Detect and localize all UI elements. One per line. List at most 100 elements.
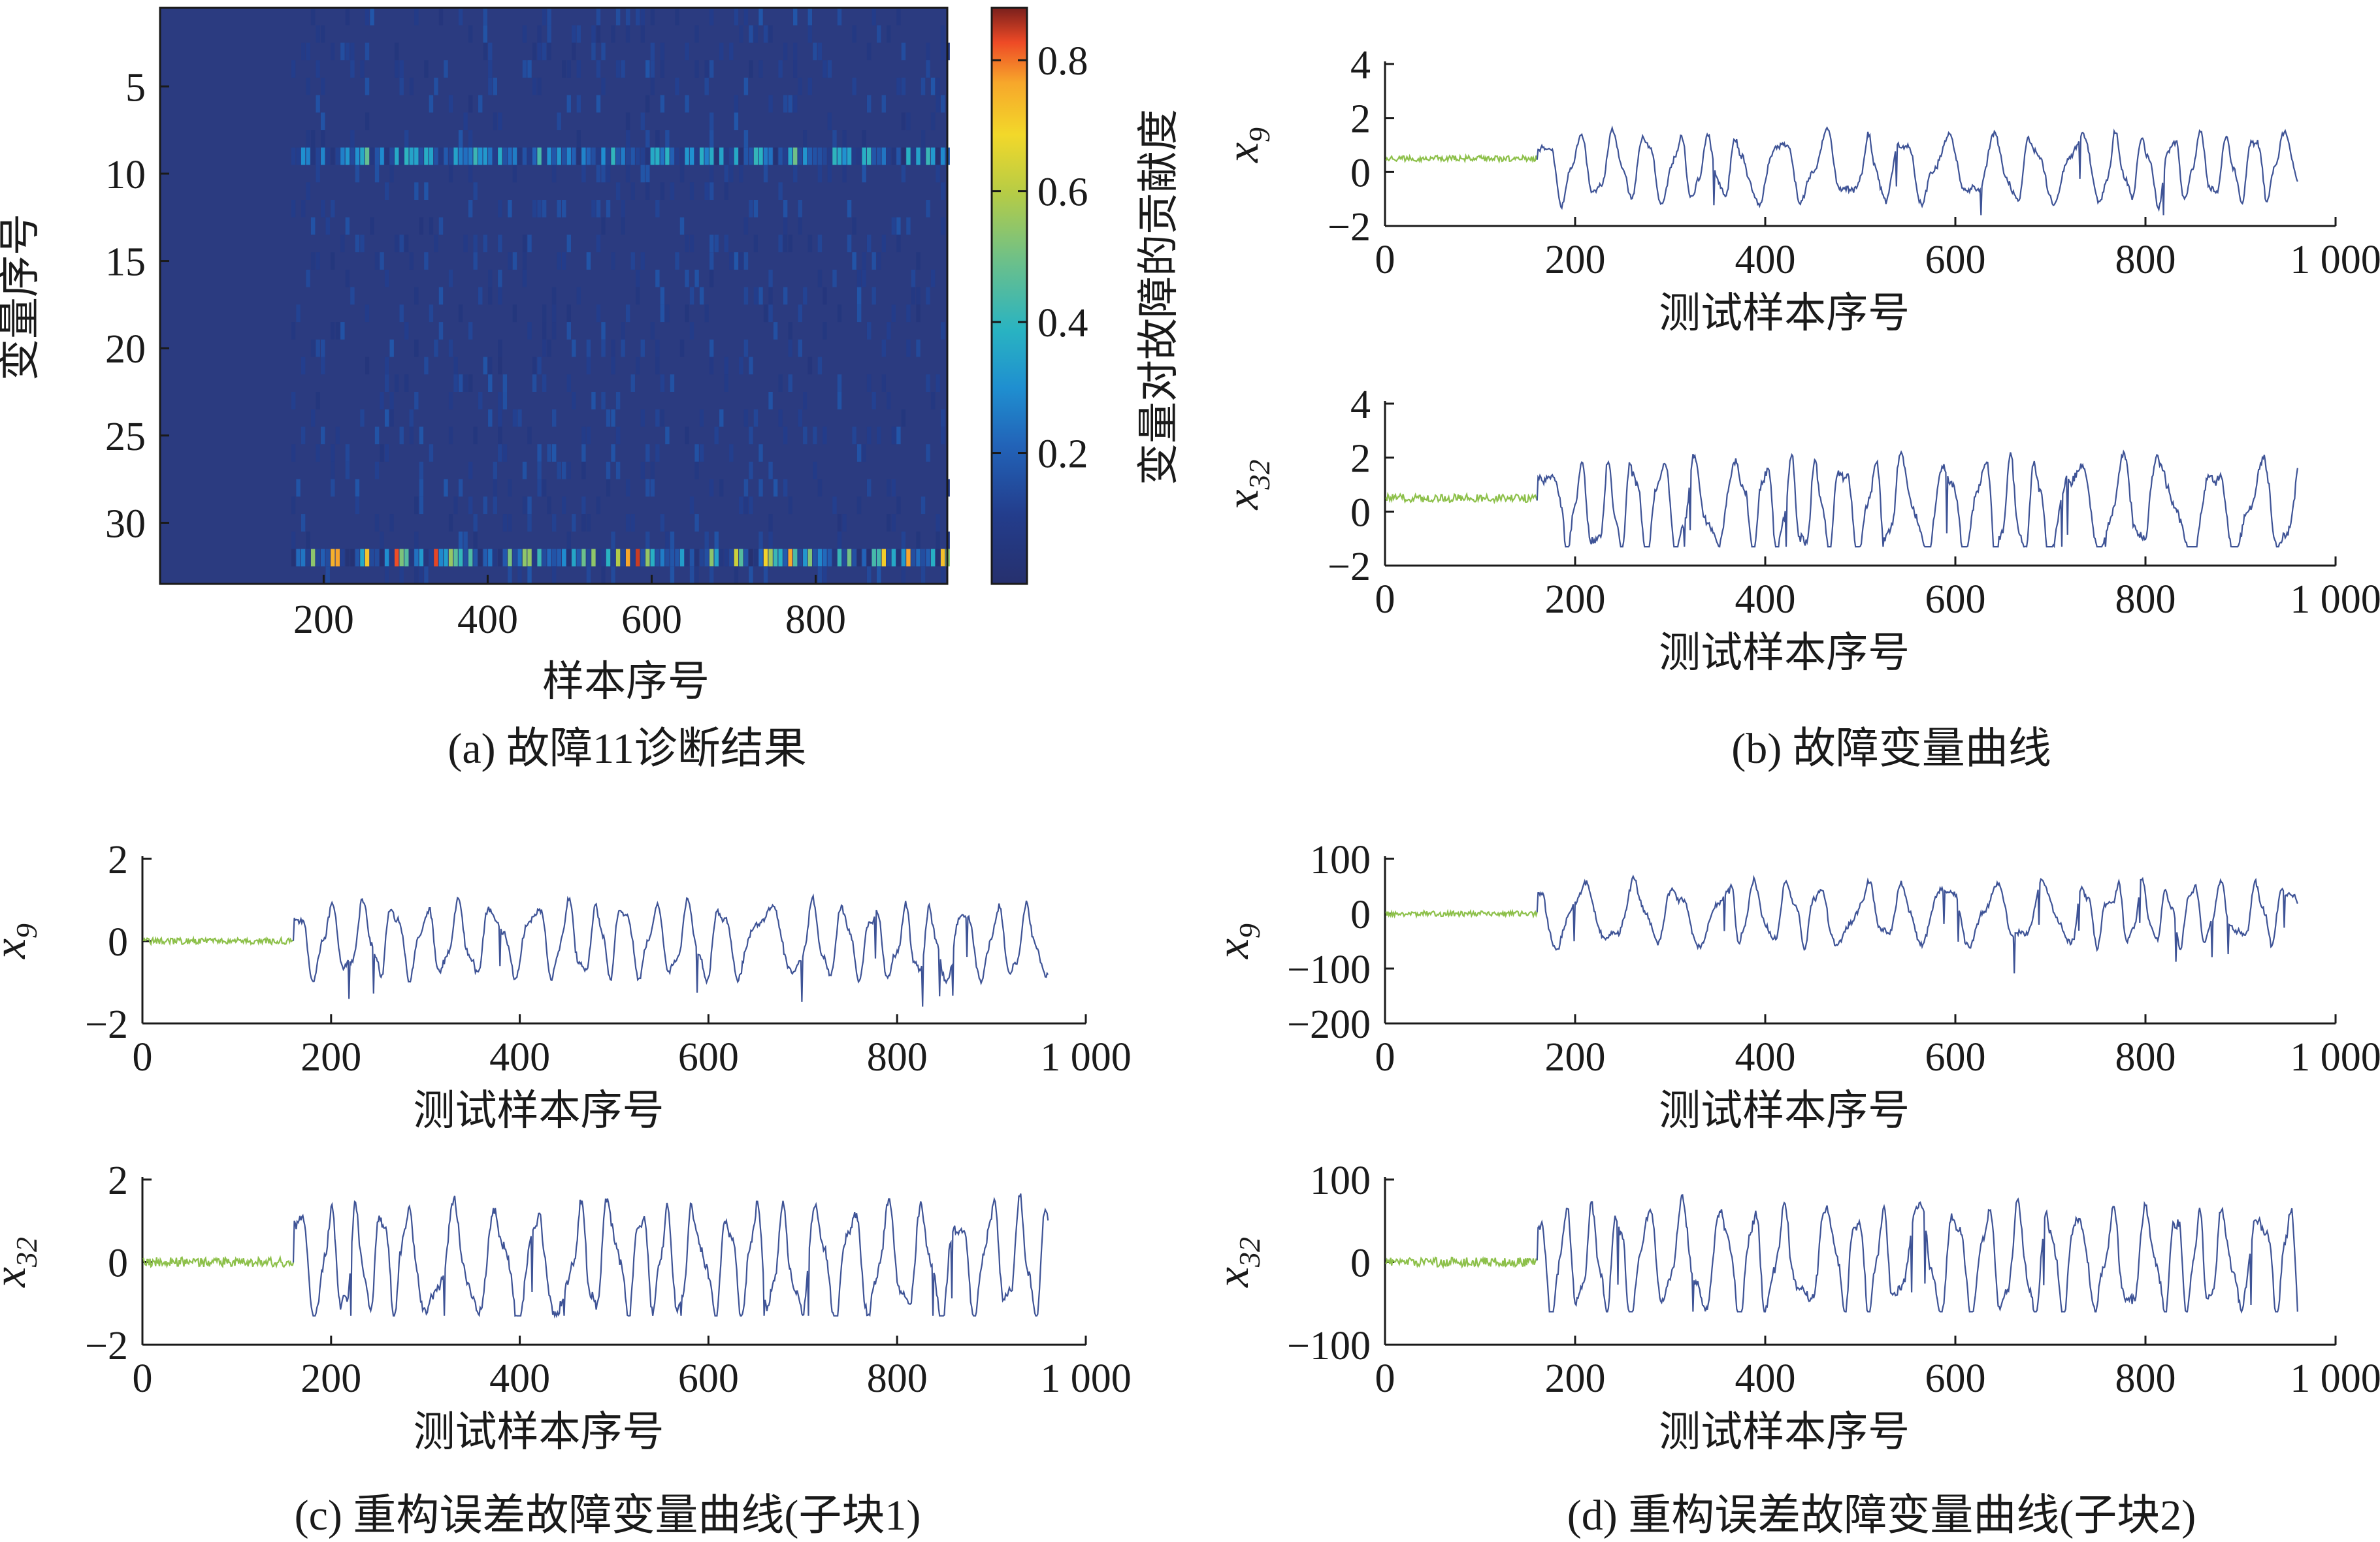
heatmap-cell: [448, 426, 453, 445]
heatmap-cell: [380, 549, 384, 567]
heatmap-cell: [522, 60, 527, 78]
heatmap-cell: [345, 269, 350, 287]
heatmap-cell: [704, 549, 709, 567]
heatmap-cell: [596, 95, 601, 113]
heatmap-cell: [660, 409, 665, 427]
heatmap-cell: [768, 514, 773, 532]
heatmap-cell: [636, 8, 640, 25]
heatmap-cell: [488, 42, 493, 61]
heatmap-cell: [842, 147, 847, 165]
heatmap-cell: [380, 531, 384, 549]
heatmap-cell: [670, 566, 675, 584]
heatmap-cell: [778, 147, 783, 165]
heatmap-cell: [911, 147, 916, 165]
heatmap-cell: [896, 426, 901, 445]
x-tick-label: 200: [301, 1035, 361, 1080]
heatmap-cell: [823, 147, 827, 165]
heatmap-cell: [896, 549, 901, 567]
heatmap-cell: [306, 182, 310, 200]
heatmap-cell: [316, 60, 320, 78]
heatmap-cell: [862, 444, 866, 462]
heatmap-cell: [532, 200, 537, 217]
heatmap-cell: [532, 42, 537, 61]
heatmap-cell: [749, 566, 753, 584]
heatmap-cell: [685, 234, 689, 253]
heatmap-cell: [576, 147, 581, 165]
heatmap-cell: [498, 549, 502, 567]
heatmap-cell: [321, 130, 325, 148]
heatmap-cell: [355, 147, 360, 165]
heatmap-cell: [502, 374, 508, 392]
heatmap-cell: [803, 392, 807, 410]
heatmap-cell: [827, 60, 832, 78]
heatmap-ylabel: 变量序号: [0, 214, 43, 381]
heatmap-cell: [316, 392, 320, 410]
heatmap-cell: [468, 147, 473, 165]
heatmap-cell: [823, 322, 827, 340]
heatmap-cell: [488, 374, 493, 392]
heatmap-cell: [625, 8, 630, 25]
heatmap-cell: [498, 112, 502, 131]
series-normal-segment: [1385, 491, 1538, 505]
heatmap-cell: [444, 479, 448, 497]
heatmap-cell: [429, 304, 434, 323]
heatmap-cell: [798, 409, 802, 427]
y-tick-label: 2: [1350, 97, 1371, 142]
colorbar-tick-label: 0.4: [1037, 301, 1088, 345]
heatmap-cell: [901, 112, 906, 131]
x-tick-label: 0: [1375, 238, 1395, 282]
heatmap-cell: [837, 304, 842, 323]
heatmap-cell: [316, 549, 320, 567]
heatmap-cell: [419, 566, 424, 584]
heatmap-cell: [724, 549, 728, 567]
heatmap-cell: [645, 130, 650, 148]
heatmap-cell: [837, 549, 842, 567]
heatmap-cell: [434, 234, 438, 253]
heatmap-cell: [773, 147, 778, 165]
heatmap-cell: [940, 147, 945, 165]
heatmap-cell: [355, 496, 360, 515]
heatmap-cell: [360, 409, 365, 427]
heatmap-cell: [753, 234, 758, 253]
heatmap-cell: [586, 357, 591, 375]
heatmap-cell: [807, 77, 813, 95]
heatmap-cell: [645, 479, 650, 497]
heatmap-cell: [350, 147, 355, 165]
heatmap-cell: [473, 147, 478, 165]
heatmap-cell: [896, 217, 901, 235]
heatmap-cell: [508, 549, 512, 567]
heatmap-cell: [665, 549, 670, 567]
heatmap-cell: [399, 566, 404, 584]
heatmap-cell: [852, 25, 856, 43]
heatmap-cell: [926, 147, 930, 165]
heatmap-cell: [493, 147, 498, 165]
heatmap-cell: [542, 322, 547, 340]
heatmap-cell: [743, 217, 749, 235]
heatmap-cell: [409, 147, 414, 165]
heatmap-cell: [384, 409, 389, 427]
heatmap-cell: [345, 147, 350, 165]
heatmap-cell: [877, 426, 881, 445]
heatmap-cell: [852, 77, 856, 95]
heatmap-cell: [665, 147, 670, 165]
heatmap-cell: [758, 8, 763, 25]
heatmap-cell: [547, 42, 551, 61]
heatmap-cell: [783, 42, 788, 61]
heatmap-cell: [655, 147, 660, 165]
heatmap-cell: [803, 130, 807, 148]
heatmap-cell: [350, 130, 355, 148]
heatmap-cell: [581, 514, 586, 532]
heatmap-cell: [331, 444, 335, 462]
heatmap-cell: [679, 165, 685, 183]
heatmap-cell: [527, 322, 532, 340]
heatmap-cell: [458, 147, 463, 165]
heatmap-cell: [636, 549, 640, 567]
heatmap-cell: [862, 252, 866, 270]
x-tick-label: 400: [1735, 238, 1796, 282]
heatmap-cell: [572, 514, 576, 532]
heatmap-cell: [699, 409, 704, 427]
heatmap-cell: [936, 147, 940, 165]
heatmap-cell: [921, 147, 926, 165]
